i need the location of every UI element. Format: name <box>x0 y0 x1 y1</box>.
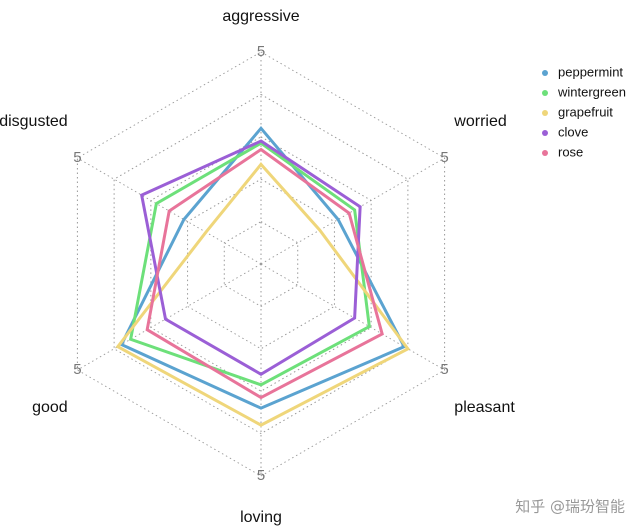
tick-label: 5 <box>440 361 448 378</box>
legend-marker <box>542 90 548 96</box>
series-line <box>115 162 411 427</box>
tick-label: 5 <box>73 149 81 166</box>
spoke <box>260 157 445 265</box>
spoke <box>77 157 262 265</box>
spoke <box>77 263 262 371</box>
legend-label: wintergreen <box>557 84 626 99</box>
legend-label: rose <box>558 144 583 159</box>
series-line <box>119 125 407 410</box>
series-line <box>139 139 362 376</box>
axis-label: worried <box>453 113 506 130</box>
legend-label: peppermint <box>558 64 623 79</box>
axis-label: loving <box>240 509 282 526</box>
grid-ring <box>113 93 409 435</box>
grid-ring <box>187 178 335 350</box>
axis-label: good <box>32 399 68 416</box>
legend-label: clove <box>558 124 588 139</box>
tick-label: 5 <box>257 43 265 60</box>
axis-label: pleasant <box>454 399 515 416</box>
spoke <box>260 263 445 371</box>
tick-label: 5 <box>73 361 81 378</box>
tick-label: 5 <box>257 467 265 484</box>
tick-label: 5 <box>440 149 448 166</box>
legend-marker <box>542 110 548 116</box>
legend-marker <box>542 70 548 76</box>
grid-ring <box>223 221 299 307</box>
legend-marker <box>542 150 548 156</box>
axis-label: disgusted <box>0 113 68 130</box>
legend-label: grapefruit <box>558 104 613 119</box>
watermark: 知乎 @瑞玢智能 <box>515 498 625 516</box>
legend-marker <box>542 130 548 136</box>
axis-label: aggressive <box>222 8 299 25</box>
series-line <box>128 141 371 387</box>
series-line <box>145 147 384 400</box>
